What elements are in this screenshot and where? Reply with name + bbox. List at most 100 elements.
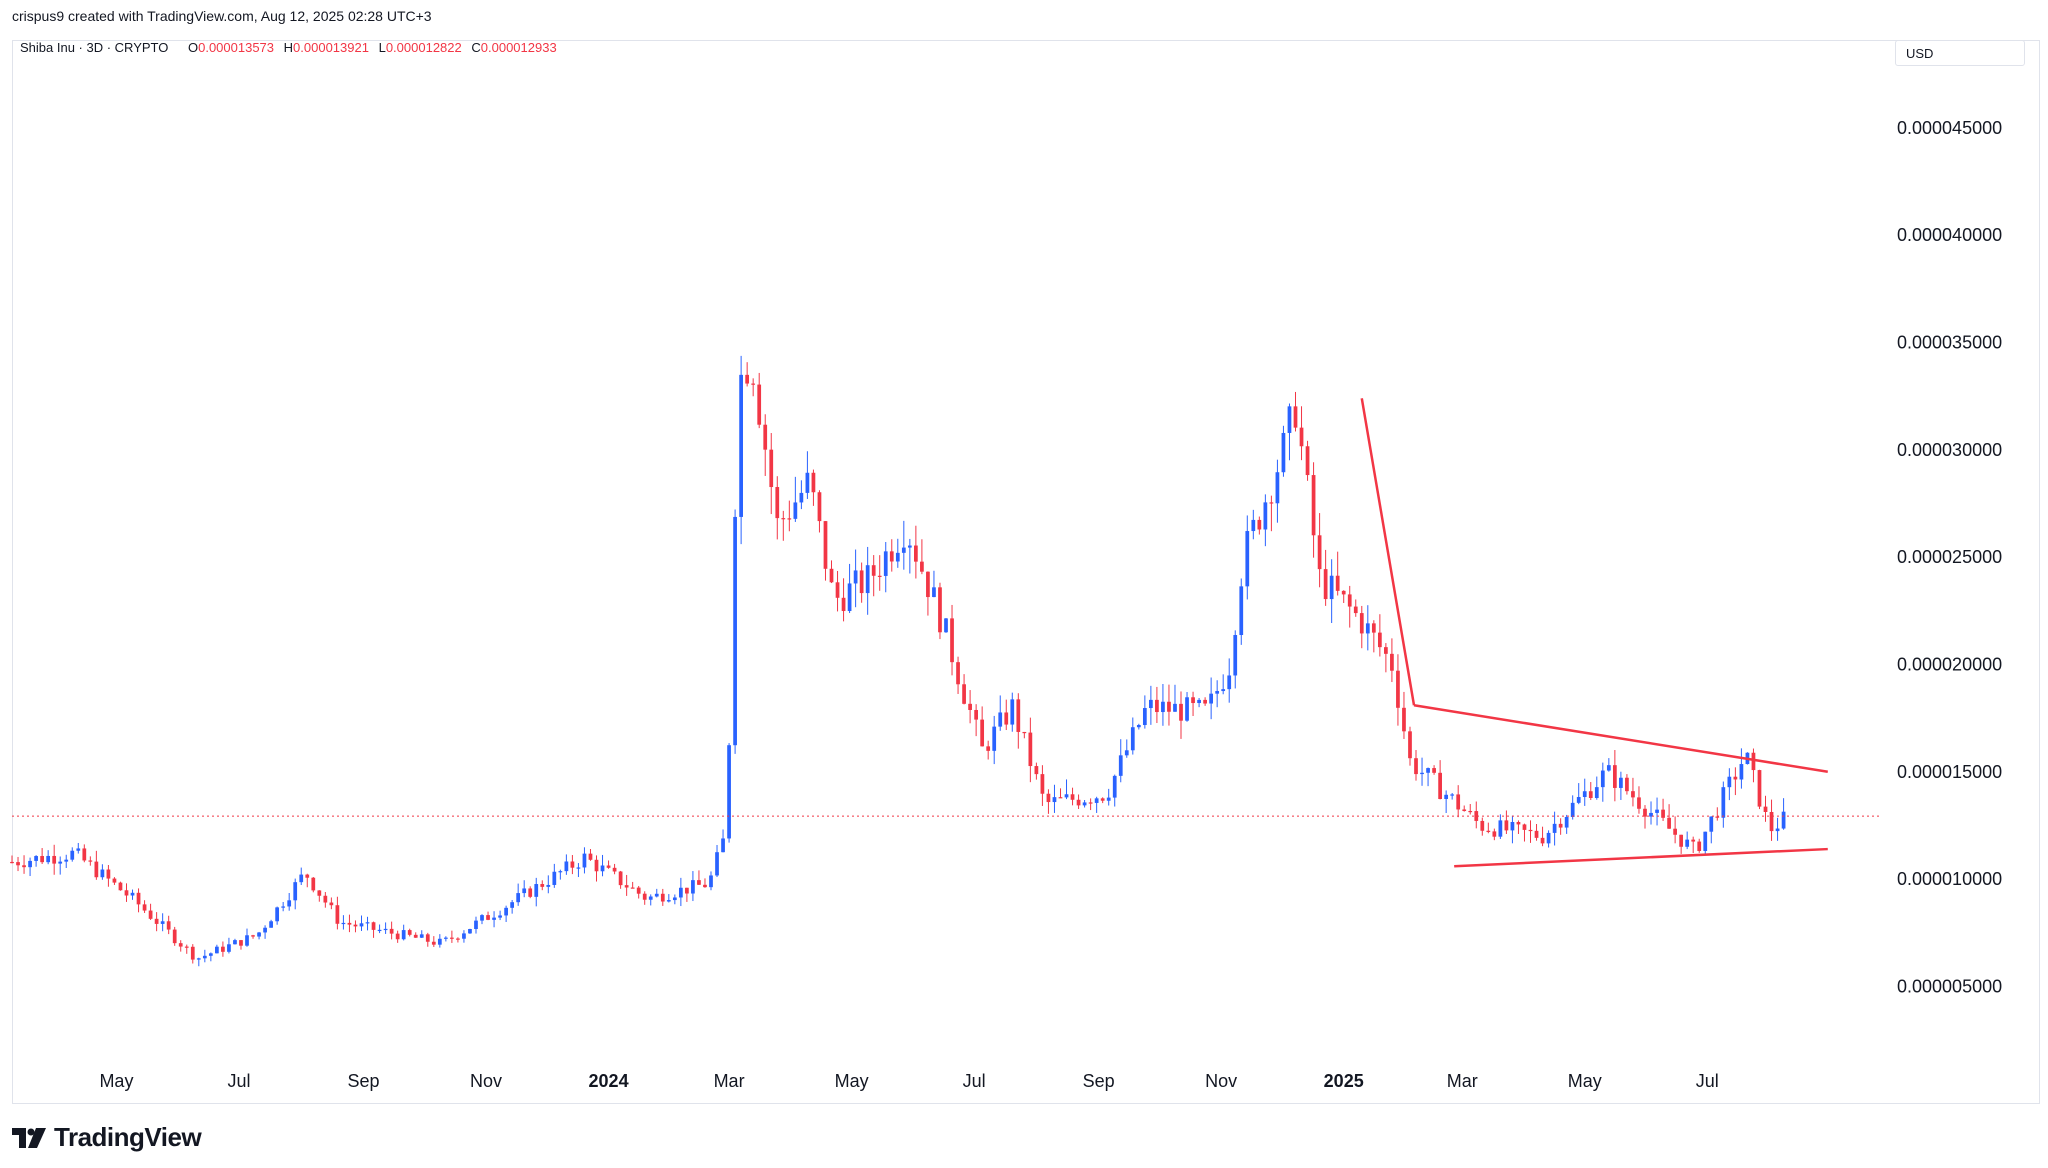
candle-body [1697, 841, 1702, 851]
candle-body [377, 929, 382, 932]
candle-body [1227, 675, 1232, 690]
candle-body [1673, 828, 1677, 835]
candle-body [1625, 777, 1629, 792]
candle-body [22, 865, 26, 868]
candle-body [329, 902, 334, 906]
x-tick-label: Sep [347, 1071, 379, 1091]
candle-body [353, 924, 358, 927]
candle-body [1534, 830, 1539, 838]
candle-body [1317, 535, 1322, 570]
candle-body [1124, 750, 1129, 756]
candle-body [208, 953, 213, 956]
candle-body [359, 923, 364, 927]
candle-body [938, 587, 942, 633]
candle-body [124, 890, 129, 896]
candle-body [1209, 693, 1214, 704]
candle-body [817, 492, 822, 522]
candle-body [920, 561, 924, 572]
candle-body [46, 855, 51, 863]
candle-body [811, 472, 816, 493]
candle-body [1353, 606, 1358, 614]
candle-body [34, 856, 38, 861]
candle-body [775, 487, 780, 519]
candle-body [1402, 707, 1406, 732]
candle-body [1576, 797, 1581, 803]
candle-body [305, 874, 310, 878]
tradingview-logo-icon [12, 1127, 46, 1148]
candle-body [799, 492, 804, 503]
candle-body [456, 938, 460, 940]
candle-body [648, 896, 653, 900]
candle-body [431, 941, 436, 945]
candle-body [1341, 590, 1346, 595]
candle-body [901, 547, 906, 553]
candle-body [1649, 812, 1653, 817]
candle-body [636, 887, 641, 894]
candle-body [1275, 472, 1280, 504]
candle-body [1516, 822, 1521, 825]
tradingview-logo: TradingView [12, 1122, 202, 1153]
candle-body [1606, 765, 1611, 771]
candle-body [347, 922, 352, 925]
candle-body [1034, 766, 1039, 775]
x-tick-label: 2025 [1324, 1071, 1364, 1091]
candle-body [100, 869, 105, 878]
x-tick-label: Mar [714, 1071, 745, 1091]
candle-body [793, 502, 798, 519]
candle-body [215, 946, 219, 954]
y-tick-label: 0.000005000 [1897, 976, 2002, 996]
candle-body [998, 712, 1003, 727]
candle-body [715, 852, 719, 876]
candle-body [468, 929, 472, 934]
candle-body [883, 551, 888, 576]
candle-body [82, 848, 87, 861]
candle-body [1763, 806, 1768, 812]
x-tick-label: Nov [1205, 1071, 1237, 1091]
candle-body [1462, 809, 1467, 811]
candle-body [1299, 427, 1304, 447]
candle-body [992, 726, 997, 751]
candle-body [691, 880, 695, 894]
candle-body [1637, 797, 1641, 809]
candle-body [1058, 797, 1063, 799]
candle-body [371, 922, 376, 930]
y-tick-label: 0.000045000 [1897, 118, 2002, 138]
x-tick-label: Jul [1696, 1071, 1719, 1091]
candle-body [1088, 802, 1093, 804]
candle-body [769, 449, 774, 488]
candle-body [341, 922, 346, 925]
candle-body [522, 888, 527, 894]
y-tick-label: 0.000020000 [1897, 654, 2002, 674]
candle-body [40, 856, 44, 863]
chart-frame [12, 40, 2040, 1104]
candle-body [1130, 727, 1135, 751]
candle-body [1432, 768, 1436, 773]
candle-body [1420, 772, 1424, 775]
candle-body [1390, 653, 1394, 671]
candle-body [1739, 764, 1744, 780]
candle-body [1287, 406, 1292, 433]
candle-body [480, 915, 484, 921]
candle-body [1136, 725, 1141, 728]
candle-body [1528, 829, 1533, 832]
currency-selector[interactable]: USD [1895, 40, 2025, 66]
candle-body [1028, 732, 1033, 767]
candle-body [1142, 708, 1147, 726]
candle-body [28, 860, 32, 868]
candle-body [160, 921, 165, 924]
candle-body [275, 907, 280, 922]
candle-body [190, 946, 195, 960]
candle-body [1486, 830, 1491, 832]
candle-body [1769, 811, 1774, 832]
ohlc-open: O0.000013573 [187, 40, 275, 55]
candle-body [1191, 697, 1195, 704]
x-tick-label: Nov [470, 1071, 502, 1091]
x-tick-label: May [1568, 1071, 1602, 1091]
candle-body [666, 900, 671, 902]
ohlc-high: H0.000013921 [283, 40, 369, 55]
candle-body [293, 882, 298, 901]
candle-body [1251, 519, 1256, 532]
candle-body [823, 521, 828, 569]
candle-body [1715, 816, 1720, 818]
